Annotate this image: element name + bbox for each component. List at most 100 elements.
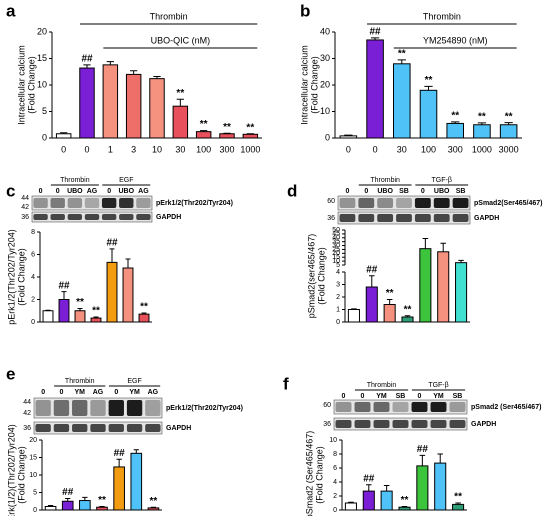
bar (419, 89, 438, 139)
y-axis-label: pSmad2 (Ser465/467) (304, 431, 314, 516)
blot-band (53, 400, 70, 416)
blot-band (84, 214, 100, 220)
bar (416, 465, 429, 511)
bar (79, 67, 95, 139)
bar (383, 304, 396, 323)
y-tick-label: 2 (333, 493, 337, 500)
blot-band (90, 424, 106, 432)
mw-label: 36 (327, 215, 335, 222)
significance-label: ** (223, 122, 231, 133)
bar (446, 122, 464, 139)
error-bar (348, 501, 354, 503)
blot-band (354, 420, 371, 428)
bar (347, 309, 360, 323)
mw-label: 42 (21, 204, 29, 211)
x-tick-label: 30 (397, 144, 407, 154)
bar (102, 64, 119, 139)
error-bar (422, 238, 429, 249)
panel-letter: a (6, 1, 16, 20)
significance-label: ** (92, 306, 100, 317)
bar (365, 286, 378, 323)
y-axis-label: (Fold Change) (16, 446, 26, 504)
blot-band (396, 214, 412, 222)
bar (90, 317, 102, 323)
y-tick-label: 15 (37, 53, 47, 63)
x-tick-label: 300 (448, 144, 463, 154)
error-bar (246, 133, 254, 135)
blot-band (35, 424, 51, 432)
blot-band (126, 424, 143, 432)
y-tick-label: 30 (320, 53, 330, 63)
blot-band (339, 198, 356, 208)
significance-label: ** (451, 110, 459, 121)
blot-band (50, 214, 65, 220)
group-label: UBO-QIC (nM) (151, 35, 211, 45)
group-label: Thrombin (150, 11, 188, 21)
y-tick-label: 20 (37, 26, 47, 36)
error-bar (82, 496, 88, 501)
error-bar (47, 504, 54, 507)
bar (437, 251, 450, 323)
blot-band (72, 424, 88, 432)
bar (242, 133, 259, 139)
y-tick-label: 15 (29, 454, 37, 461)
band-label: GAPDH (156, 214, 181, 221)
error-bar (106, 61, 114, 65)
bar (401, 316, 414, 323)
bar (58, 299, 70, 323)
x-tick-label: 0 (84, 144, 89, 154)
bar (61, 500, 74, 511)
bar (79, 500, 91, 511)
blot-band (449, 402, 466, 412)
y-axis-label: Intracellular calcium (299, 45, 309, 125)
y-tick-label: 5 (33, 489, 37, 496)
panel-letter: d (287, 181, 297, 200)
bar (455, 262, 468, 323)
blot-band (35, 400, 51, 416)
y-tick-label: 10 (329, 437, 337, 444)
blot-band (358, 214, 375, 222)
blot-band (108, 424, 124, 432)
y-tick-label: 3 (336, 281, 340, 288)
y-tick-label: 6 (333, 465, 337, 472)
lane-label: 0 (41, 389, 45, 396)
blot-band (377, 198, 394, 208)
significance-label: ## (366, 264, 378, 275)
y-axis-label: (Fold Change) (309, 56, 319, 114)
panel-letter: c (6, 181, 15, 200)
y-axis-label: pErk(1/2)(Thr202/Tyr204) (6, 424, 16, 516)
blot-band (67, 214, 83, 220)
blot-band (396, 198, 412, 208)
x-tick-label: 10 (152, 144, 162, 154)
blot-band (411, 402, 428, 412)
lane-label: SB (399, 188, 409, 195)
error-bar (504, 122, 513, 125)
group-label: TGF-β (432, 177, 452, 184)
y-tick-label: 0 (333, 507, 337, 514)
blot-band (430, 402, 447, 412)
blot-band (335, 402, 352, 412)
band-label: GAPDH (166, 425, 191, 432)
blot-band (430, 420, 447, 428)
lane-label: 0 (107, 188, 111, 195)
mw-label: 44 (23, 399, 31, 406)
blot-band (84, 198, 100, 208)
y-tick-label: 5 (42, 106, 47, 116)
error-bar (424, 85, 433, 91)
error-bar (401, 506, 408, 508)
error-bar (176, 98, 184, 107)
group-label: EGF (119, 177, 133, 184)
significance-label: ** (140, 302, 148, 313)
bar (106, 261, 118, 323)
y-axis-label: (Fold Change) (26, 56, 36, 114)
x-tick-label: 0 (373, 144, 378, 154)
y-tick-label: 2 (336, 294, 340, 301)
y-axis-label: Intracellular calcium (16, 45, 26, 125)
y-tick-label: 30 (332, 242, 340, 249)
bar (366, 39, 384, 139)
lane-label: UBO (119, 188, 135, 195)
bar (499, 124, 518, 139)
blot-band (392, 402, 409, 412)
lane-label: 0 (364, 188, 368, 195)
error-bar (223, 132, 231, 134)
